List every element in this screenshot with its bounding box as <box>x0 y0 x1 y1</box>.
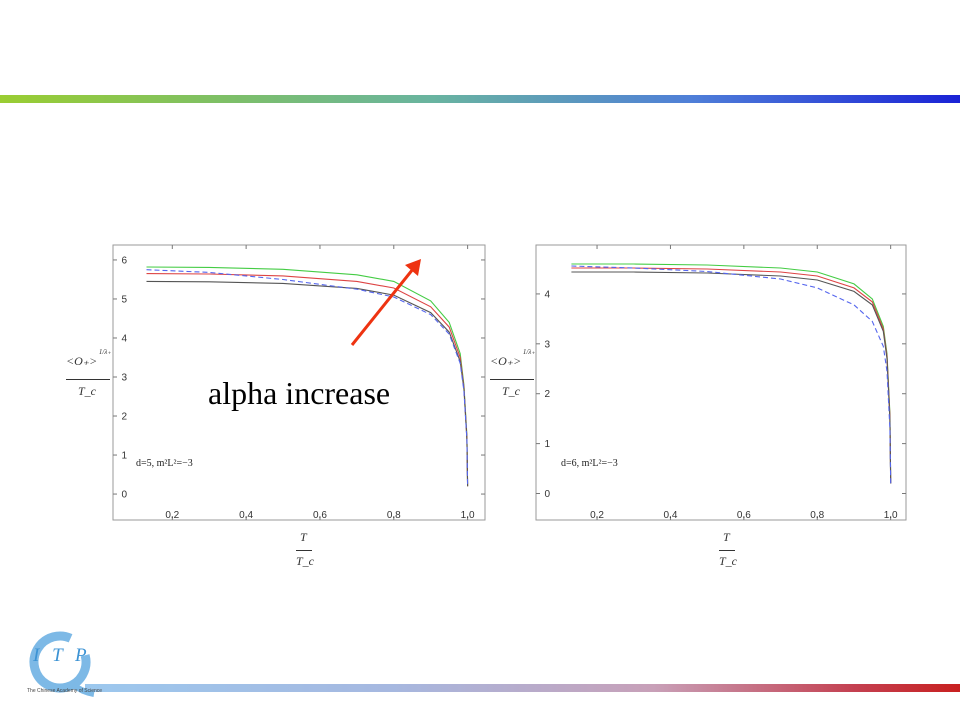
chart-right-xlabel-den: T_c <box>719 554 737 568</box>
top-accent-bar <box>0 95 960 103</box>
chart-right-ytick-label: 3 <box>544 339 550 350</box>
chart-right-xtick-label: 1.0 <box>884 510 898 521</box>
chart-left-ytick-label: 3 <box>121 373 127 384</box>
annotation-text: alpha increase <box>208 375 391 411</box>
chart-left-xlabel-fraction-bar <box>296 550 312 551</box>
chart-left-xtick-label: 0.4 <box>239 510 253 521</box>
chart-right-series-1-line <box>571 263 892 484</box>
chart-left-ytick-label: 2 <box>121 412 127 423</box>
chart-left-annotation: d=5, m²L²=−3 <box>136 458 193 469</box>
chart-left-xtick-label: 0.8 <box>387 510 401 521</box>
chart-left-frame <box>112 244 486 521</box>
chart-right-ylabel-exp: 1/λ₊ <box>522 348 536 356</box>
chart-left-xtick-label: 0.2 <box>165 510 179 521</box>
chart-left-ylabel-den: T_c <box>78 384 96 398</box>
chart-right-xtick-label: 0.8 <box>810 510 824 521</box>
chart-right-xlabel-fraction-bar <box>719 550 735 551</box>
chart-left-ylabel-num: <O₊> <box>66 354 98 368</box>
chart-left-ylabel-fraction-bar <box>66 379 110 380</box>
chart-right-xtick-label: 0.2 <box>590 510 604 521</box>
chart-right-ylabel-num: <O₊> <box>490 354 522 368</box>
chart-left-ytick-label: 5 <box>121 294 127 305</box>
chart-left-series-3-line <box>146 280 469 487</box>
chart-left-ytick-label: 0 <box>121 490 127 501</box>
chart-right-ylabel-den: T_c <box>502 384 520 398</box>
chart-right-annotation: d=6, m²L²=−3 <box>561 458 618 469</box>
chart-right-ytick-label: 2 <box>544 389 550 400</box>
chart-right-series-2-line <box>571 267 892 484</box>
chart-left-ytick-label: 4 <box>121 333 127 344</box>
chart-left-xtick-label: 1.0 <box>461 510 475 521</box>
logo-text: I T P <box>33 645 91 666</box>
itp-logo-icon <box>29 631 95 697</box>
chart-left-series-4-line <box>146 269 469 487</box>
chart-right-xtick-label: 0.4 <box>663 510 677 521</box>
chart-left-ytick-label: 1 <box>121 451 127 462</box>
bottom-accent-bar <box>85 684 960 692</box>
chart-left-ytick-label: 6 <box>121 255 127 266</box>
chart-right-xlabel-num: T <box>723 530 730 544</box>
chart-right-ytick-label: 4 <box>544 289 550 300</box>
chart-right-series-3-line <box>571 271 892 484</box>
chart-left-xlabel-den: T_c <box>296 554 314 568</box>
chart-left-xlabel-num: T <box>300 530 307 544</box>
chart-right-xtick-label: 0.6 <box>737 510 751 521</box>
chart-right-frame <box>535 244 907 521</box>
chart-left-xtick-label: 0.6 <box>313 510 327 521</box>
chart-right-ytick-label: 1 <box>544 439 550 450</box>
chart-left-ylabel-exp: 1/λ₊ <box>98 348 112 356</box>
logo-subtitle: The Chinese Academy of Science <box>27 688 103 694</box>
chart-right-series-4-line <box>571 265 892 484</box>
chart-right-ylabel-fraction-bar <box>490 379 534 380</box>
chart-right-ytick-label: 0 <box>544 489 550 500</box>
